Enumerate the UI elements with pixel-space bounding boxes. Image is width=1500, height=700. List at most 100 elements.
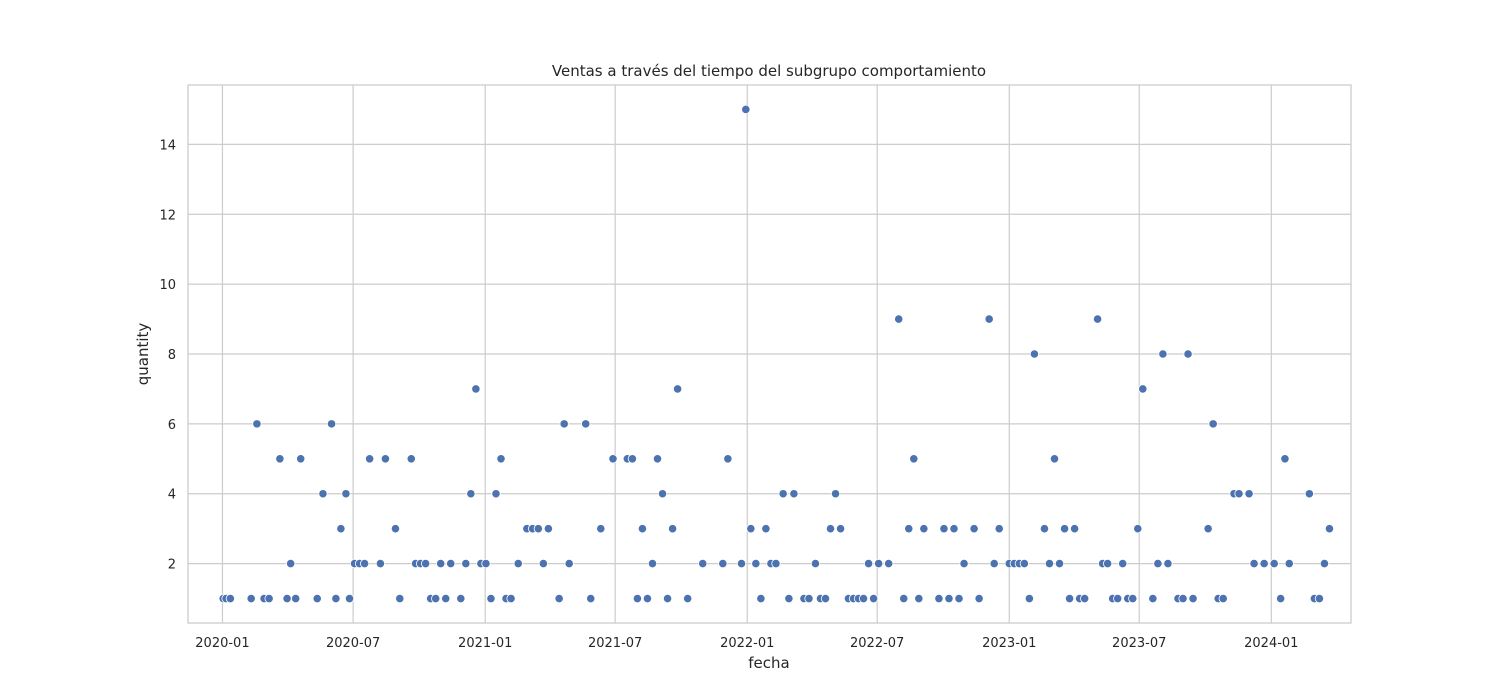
data-point (984, 314, 994, 324)
data-point (736, 559, 747, 569)
data-point (723, 454, 733, 464)
x-tick-label: 2022-07 (850, 636, 904, 651)
y-tick-label: 8 (168, 348, 176, 363)
data-point (491, 489, 501, 499)
data-point (395, 593, 405, 604)
x-tick-label: 2024-01 (1244, 636, 1298, 651)
x-tick-label: 2021-01 (458, 636, 512, 651)
data-point (331, 593, 341, 604)
x-tick-label: 2023-07 (1112, 636, 1166, 651)
data-point (1133, 524, 1143, 534)
data-point (1039, 524, 1050, 534)
data-point (461, 559, 471, 569)
data-point (939, 524, 949, 534)
data-point (466, 489, 476, 499)
y-tick-label: 6 (168, 418, 176, 433)
data-point (1314, 593, 1325, 604)
data-point (637, 524, 648, 534)
data-point (559, 419, 569, 429)
data-point (360, 559, 370, 569)
data-point (771, 559, 781, 569)
data-point (954, 593, 964, 604)
data-point (608, 454, 618, 464)
data-point (1044, 559, 1055, 569)
data-point (1284, 559, 1294, 569)
data-point (312, 593, 322, 604)
data-point (296, 454, 306, 464)
data-point (246, 593, 256, 604)
y-axis-label: quantity (134, 323, 152, 386)
data-point (421, 559, 431, 569)
data-point (949, 524, 959, 534)
data-point (909, 454, 919, 464)
data-point (538, 559, 548, 569)
data-point (1280, 454, 1290, 464)
data-point (446, 559, 456, 569)
data-point (642, 593, 653, 604)
data-point (746, 524, 756, 534)
data-point (1103, 559, 1113, 569)
data-point (1324, 524, 1335, 534)
data-point (863, 559, 874, 569)
data-point (810, 559, 821, 569)
data-point (994, 524, 1004, 534)
data-point (1259, 559, 1269, 569)
data-point (365, 454, 375, 464)
data-point (380, 454, 391, 464)
data-point (751, 559, 761, 569)
y-tick-label: 4 (168, 488, 176, 503)
data-point (318, 489, 328, 499)
data-point (1203, 524, 1213, 534)
data-point (513, 559, 523, 569)
data-point (1128, 593, 1138, 604)
y-tick-label: 12 (159, 208, 176, 223)
data-point (326, 419, 337, 429)
data-point (291, 593, 301, 604)
data-point (275, 454, 285, 464)
data-point (1024, 593, 1034, 604)
data-point (899, 593, 909, 604)
data-point (564, 559, 574, 569)
data-point (830, 489, 841, 499)
y-tick-label: 2 (168, 558, 176, 573)
y-tick-labels: 2 4 6 8 10 12 14 (159, 138, 176, 572)
plot-frame (187, 84, 1352, 624)
data-point (1029, 349, 1040, 359)
y-tick-label: 14 (159, 138, 176, 153)
data-point (835, 524, 846, 534)
x-tick-label: 2022-01 (720, 636, 774, 651)
data-point (1054, 559, 1065, 569)
data-point (698, 559, 708, 569)
data-point (1138, 384, 1148, 394)
data-point (1070, 524, 1080, 534)
data-point (441, 593, 451, 604)
data-point (868, 593, 879, 604)
data-point (264, 593, 274, 604)
data-point (874, 559, 884, 569)
data-point (959, 559, 969, 569)
data-point (904, 524, 914, 534)
data-point (919, 524, 929, 534)
data-point (884, 559, 894, 569)
data-point (778, 489, 788, 499)
data-point (1276, 593, 1286, 604)
data-point (934, 593, 944, 604)
data-point (1158, 349, 1168, 359)
data-point (1249, 559, 1259, 569)
data-point (1319, 559, 1330, 569)
data-point (1188, 593, 1198, 604)
data-point (1153, 559, 1163, 569)
data-point (1178, 593, 1188, 604)
data-point (662, 593, 673, 604)
data-point (1113, 593, 1123, 604)
data-point (286, 559, 296, 569)
data-point (657, 489, 668, 499)
data-point (789, 489, 799, 499)
data-point (1118, 559, 1128, 569)
data-point (858, 593, 869, 604)
data-point (1019, 559, 1029, 569)
data-point (336, 524, 346, 534)
data-point (496, 454, 506, 464)
data-point (718, 559, 728, 569)
chart-title: Ventas a través del tiempo del subgrupo … (552, 62, 986, 80)
